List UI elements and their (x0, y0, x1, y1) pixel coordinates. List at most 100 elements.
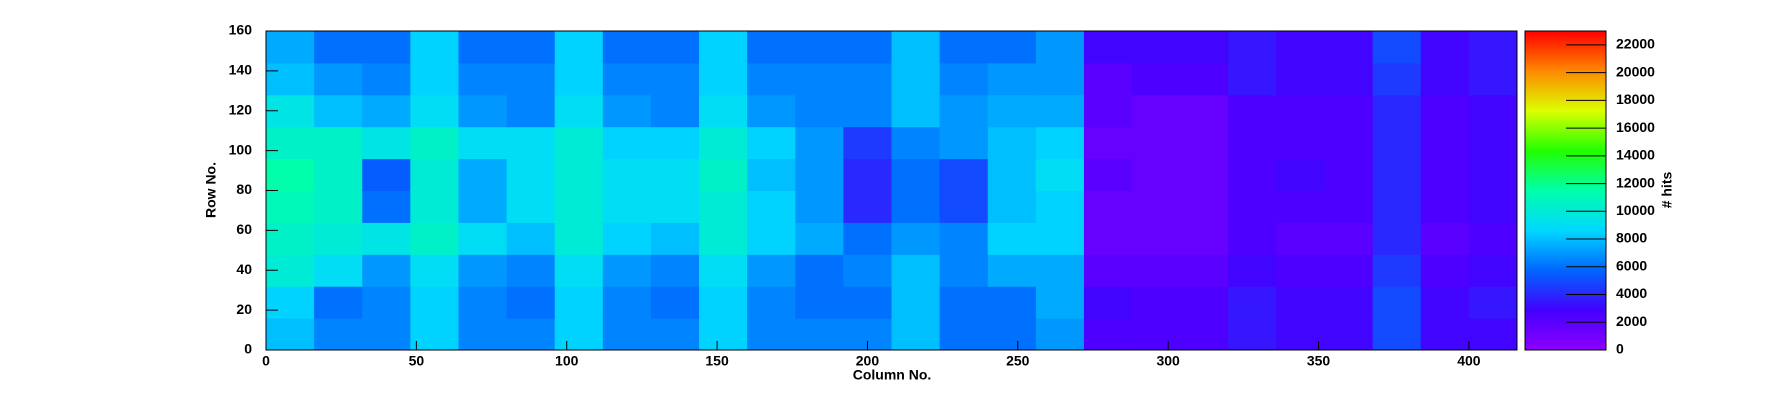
heatmap-cell (1083, 126, 1133, 160)
heatmap-cell (939, 318, 989, 351)
heatmap-cell (843, 254, 892, 287)
heatmap-cell (314, 318, 363, 351)
heatmap-cell (795, 158, 844, 191)
heatmap-cell (747, 254, 796, 287)
heatmap-cell (1180, 94, 1229, 128)
heatmap-cell (939, 94, 989, 128)
heatmap-cell (987, 126, 1037, 160)
heatmap-cell (699, 222, 748, 255)
heatmap-cell (506, 222, 556, 255)
heatmap-cell (1228, 318, 1277, 351)
x-tick-label: 250 (1006, 353, 1030, 369)
heatmap-cell (987, 286, 1037, 319)
heatmap-cell (506, 286, 556, 319)
heatmap-cell (1276, 62, 1326, 96)
heatmap-cell (843, 94, 892, 128)
heatmap-cell (1035, 62, 1085, 96)
heatmap-cell (650, 318, 700, 351)
heatmap-cell (891, 254, 941, 287)
heatmap-cell (1083, 318, 1133, 351)
heatmap-cell (554, 126, 604, 160)
heatmap-cell (506, 94, 556, 128)
heatmap-cell (554, 254, 604, 287)
heatmap-cell (266, 126, 315, 160)
heatmap-cell (1276, 94, 1326, 128)
heatmap-cell (1228, 190, 1277, 223)
colorbar-tick-label: 18000 (1616, 91, 1655, 107)
heatmap-cell (1132, 286, 1181, 319)
heatmap-cell (458, 31, 508, 64)
heatmap-cell (699, 126, 748, 160)
colorbar-tick-label: 10000 (1616, 202, 1655, 218)
heatmap-cell (554, 31, 604, 64)
heatmap-cell (1276, 190, 1326, 223)
heatmap-cell (1035, 254, 1085, 287)
heatmap-cell (1180, 318, 1229, 351)
heatmap-cell (1180, 254, 1229, 287)
heatmap-cell (410, 126, 459, 160)
heatmap-cell (554, 318, 604, 351)
heatmap-cell (1324, 158, 1374, 191)
heatmap-cell (362, 318, 411, 351)
colorbar-tick-label: 16000 (1616, 119, 1655, 135)
heatmap-cell (650, 254, 700, 287)
heatmap-cell (1228, 126, 1277, 160)
heatmap-cell (1180, 62, 1229, 96)
heatmap-cell (1132, 94, 1181, 128)
heatmap-cell (1372, 222, 1422, 255)
heatmap-cell (314, 190, 363, 223)
heatmap-cell (891, 286, 941, 319)
heatmap-cell (1324, 222, 1374, 255)
heatmap-cell (650, 286, 700, 319)
colorbar-label: # hits (1659, 172, 1675, 209)
heatmap-cell (410, 254, 459, 287)
heatmap-cell (554, 62, 604, 96)
heatmap-cell (1420, 94, 1470, 128)
heatmap-cell (650, 31, 700, 64)
heatmap-cell (747, 158, 796, 191)
colorbar-tick-label: 22000 (1616, 36, 1655, 52)
heatmap-cell (1420, 254, 1470, 287)
heatmap-cell (891, 222, 941, 255)
heatmap-cell (602, 31, 652, 64)
heatmap-cell (506, 158, 556, 191)
heatmap-cell (506, 254, 556, 287)
heatmap-cell (1180, 222, 1229, 255)
heatmap-cell (795, 318, 844, 351)
heatmap-cell (650, 126, 700, 160)
heatmap-cell (1276, 126, 1326, 160)
heatmap-cell (1228, 94, 1277, 128)
heatmap-cell (699, 286, 748, 319)
heatmap-cell (795, 94, 844, 128)
heatmap-cell (1372, 31, 1422, 64)
heatmap-cell (1324, 126, 1374, 160)
heatmap-cell (410, 94, 459, 128)
y-tick-label: 0 (244, 341, 252, 357)
heatmap-cell (1468, 158, 1518, 191)
colorbar-tick-label: 20000 (1616, 63, 1655, 79)
heatmap-cell (1420, 318, 1470, 351)
heatmap-cell (843, 158, 892, 191)
heatmap-cell (602, 286, 652, 319)
heatmap-cell (795, 254, 844, 287)
heatmap-cell (362, 222, 411, 255)
colorbar-tick-label: 8000 (1616, 230, 1647, 246)
heatmap-cell (1228, 31, 1277, 64)
heatmap-cell (650, 158, 700, 191)
heatmap-cell (1324, 254, 1374, 287)
heatmap-cell (650, 222, 700, 255)
heatmap-cell (314, 158, 363, 191)
heatmap-cell (458, 62, 508, 96)
heatmap-cell (699, 158, 748, 191)
heatmap-cell (1083, 286, 1133, 319)
heatmap-cell (891, 31, 941, 64)
y-tick-label: 80 (236, 181, 252, 197)
heatmap-cell (987, 190, 1037, 223)
heatmap-cell (1083, 31, 1133, 64)
heatmap-cell (1420, 158, 1470, 191)
heatmap-cell (602, 222, 652, 255)
heatmap-cell (1372, 190, 1422, 223)
heatmap-cell (1420, 222, 1470, 255)
heatmap-cell (1035, 318, 1085, 351)
